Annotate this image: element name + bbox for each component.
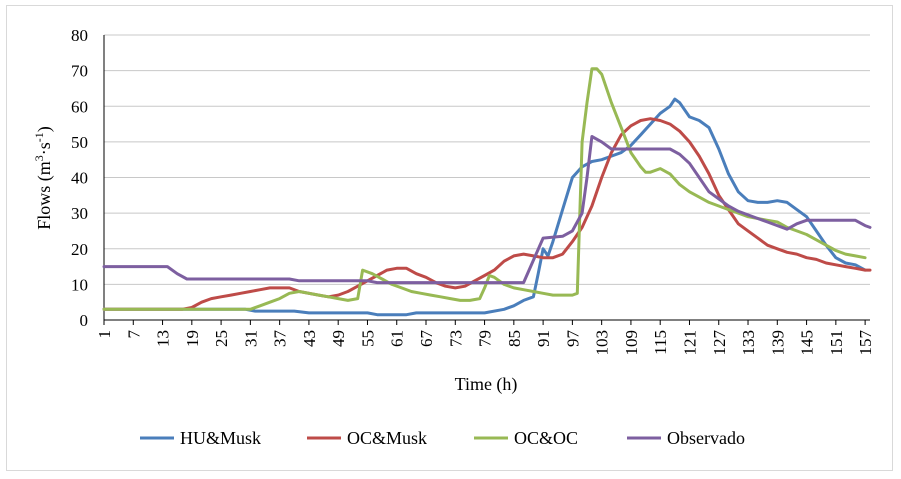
x-tick-43: 43 — [300, 330, 319, 347]
x-tick-109: 109 — [622, 330, 641, 356]
y-tick-labels: 0 10 20 30 40 50 60 70 80 — [71, 26, 88, 330]
y-tick-70: 70 — [71, 62, 88, 81]
chart-frame — [6, 5, 893, 471]
x-tick-55: 55 — [358, 330, 377, 347]
series-lines — [102, 67, 872, 317]
y-tick-80: 80 — [71, 26, 88, 45]
x-tick-151: 151 — [827, 330, 846, 356]
legend-label-oc-musk: OC&Musk — [347, 428, 427, 448]
x-tick-7: 7 — [124, 330, 143, 339]
x-tick-73: 73 — [446, 330, 465, 347]
x-tick-133: 133 — [739, 330, 758, 356]
legend-label-hu-musk: HU&Musk — [180, 428, 261, 448]
x-tick-labels: 1 7 13 19 25 31 37 43 49 55 61 67 73 79 85 91 97 103 109 11… — [95, 330, 875, 356]
legend-label-observado: Observado — [667, 428, 745, 448]
x-axis-title: Time (h) — [455, 374, 518, 395]
x-tick-49: 49 — [329, 330, 348, 347]
x-tick-85: 85 — [505, 330, 524, 347]
x-tick-145: 145 — [798, 330, 817, 356]
x-tick-139: 139 — [768, 330, 787, 356]
x-tick-31: 31 — [241, 330, 260, 347]
x-tick-37: 37 — [271, 330, 290, 348]
y-tick-10: 10 — [71, 275, 88, 294]
y-tick-30: 30 — [71, 204, 88, 223]
series-line-oc-oc — [102, 67, 867, 311]
y-tick-0: 0 — [80, 311, 89, 330]
x-tick-127: 127 — [710, 330, 729, 356]
gridlines — [104, 34, 870, 285]
x-tick-103: 103 — [593, 330, 612, 356]
axes — [103, 35, 870, 325]
series-line-observado — [102, 135, 872, 285]
x-tick-97: 97 — [563, 330, 582, 348]
x-tick-157: 157 — [856, 330, 875, 356]
legend: HU&Musk OC&Musk OC&OC Observado — [140, 428, 745, 448]
legend-label-oc-oc: OC&OC — [514, 428, 578, 448]
y-tick-50: 50 — [71, 133, 88, 152]
series-line-hu-musk — [102, 97, 867, 317]
x-tick-13: 13 — [154, 330, 173, 347]
x-tick-115: 115 — [651, 330, 670, 355]
y-tick-60: 60 — [71, 97, 88, 116]
x-tick-19: 19 — [183, 330, 202, 347]
x-tick-121: 121 — [680, 330, 699, 356]
x-tick-25: 25 — [212, 330, 231, 347]
x-tick-1: 1 — [95, 330, 114, 339]
y-tick-40: 40 — [71, 169, 88, 188]
y-tick-20: 20 — [71, 240, 88, 259]
y-axis-title: Flows (m3·s-1) — [32, 126, 55, 230]
series-line-oc-musk — [102, 117, 872, 311]
x-tick-91: 91 — [534, 330, 553, 347]
x-tick-67: 67 — [417, 330, 436, 348]
x-tick-79: 79 — [476, 330, 495, 347]
x-tick-61: 61 — [388, 330, 407, 347]
